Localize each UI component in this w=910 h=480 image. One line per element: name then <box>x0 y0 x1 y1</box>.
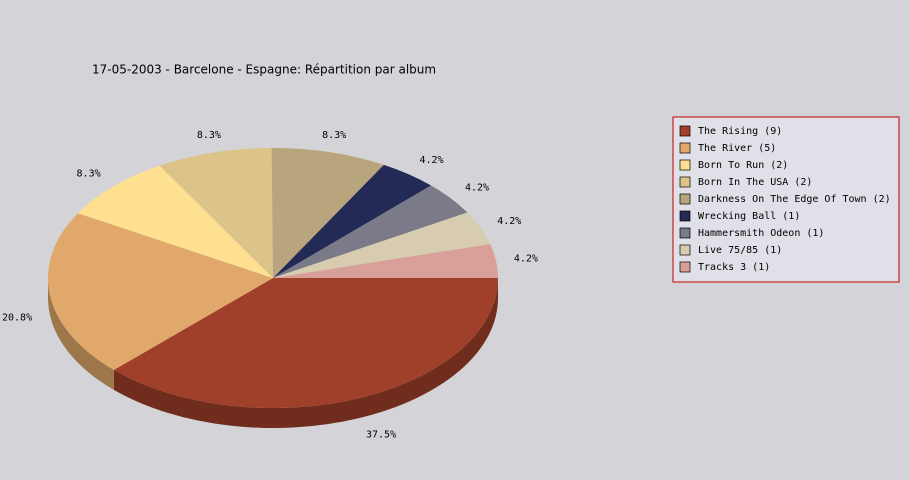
legend-label: Darkness On The Edge Of Town (2) <box>698 194 891 205</box>
legend <box>672 116 900 283</box>
legend-label: Tracks 3 (1) <box>698 262 770 273</box>
slice-label: 8.3% <box>197 130 221 141</box>
slice <box>271 148 384 278</box>
slice-label: 8.3% <box>77 169 101 180</box>
slice <box>47 213 273 370</box>
legend-swatch <box>679 159 691 171</box>
slice-side <box>113 278 498 429</box>
legend-swatch <box>679 261 691 273</box>
slice-label: 4.2% <box>514 254 538 265</box>
legend-swatch <box>679 193 691 205</box>
slice <box>273 212 491 278</box>
slice <box>159 148 273 278</box>
slice-side <box>48 278 114 390</box>
slice <box>273 244 498 278</box>
slice <box>113 278 498 409</box>
legend-swatch <box>679 142 691 154</box>
slice <box>273 185 468 278</box>
legend-label: Born In The USA (2) <box>698 177 812 188</box>
legend-label: Wrecking Ball (1) <box>698 211 800 222</box>
legend-label: Live 75/85 (1) <box>698 245 782 256</box>
legend-swatch <box>679 227 691 239</box>
slice <box>273 164 432 278</box>
legend-label: Born To Run (2) <box>698 160 788 171</box>
slice-label: 20.8% <box>2 312 32 323</box>
slice-label: 37.5% <box>366 430 396 441</box>
legend-swatch <box>679 210 691 222</box>
legend-swatch <box>679 125 691 137</box>
legend-label: Hammersmith Odeon (1) <box>698 228 824 239</box>
legend-swatch <box>679 176 691 188</box>
slice-label: 4.2% <box>465 182 489 193</box>
chart-title: 17-05-2003 - Barcelone - Espagne: Répart… <box>92 63 436 77</box>
slice <box>77 165 274 278</box>
slice-label: 8.3% <box>322 130 346 141</box>
legend-label: The Rising (9) <box>698 126 782 137</box>
legend-swatch <box>679 244 691 256</box>
slice-label: 4.2% <box>420 155 444 166</box>
legend-label: The River (5) <box>698 143 776 154</box>
slice-label: 4.2% <box>497 216 521 227</box>
